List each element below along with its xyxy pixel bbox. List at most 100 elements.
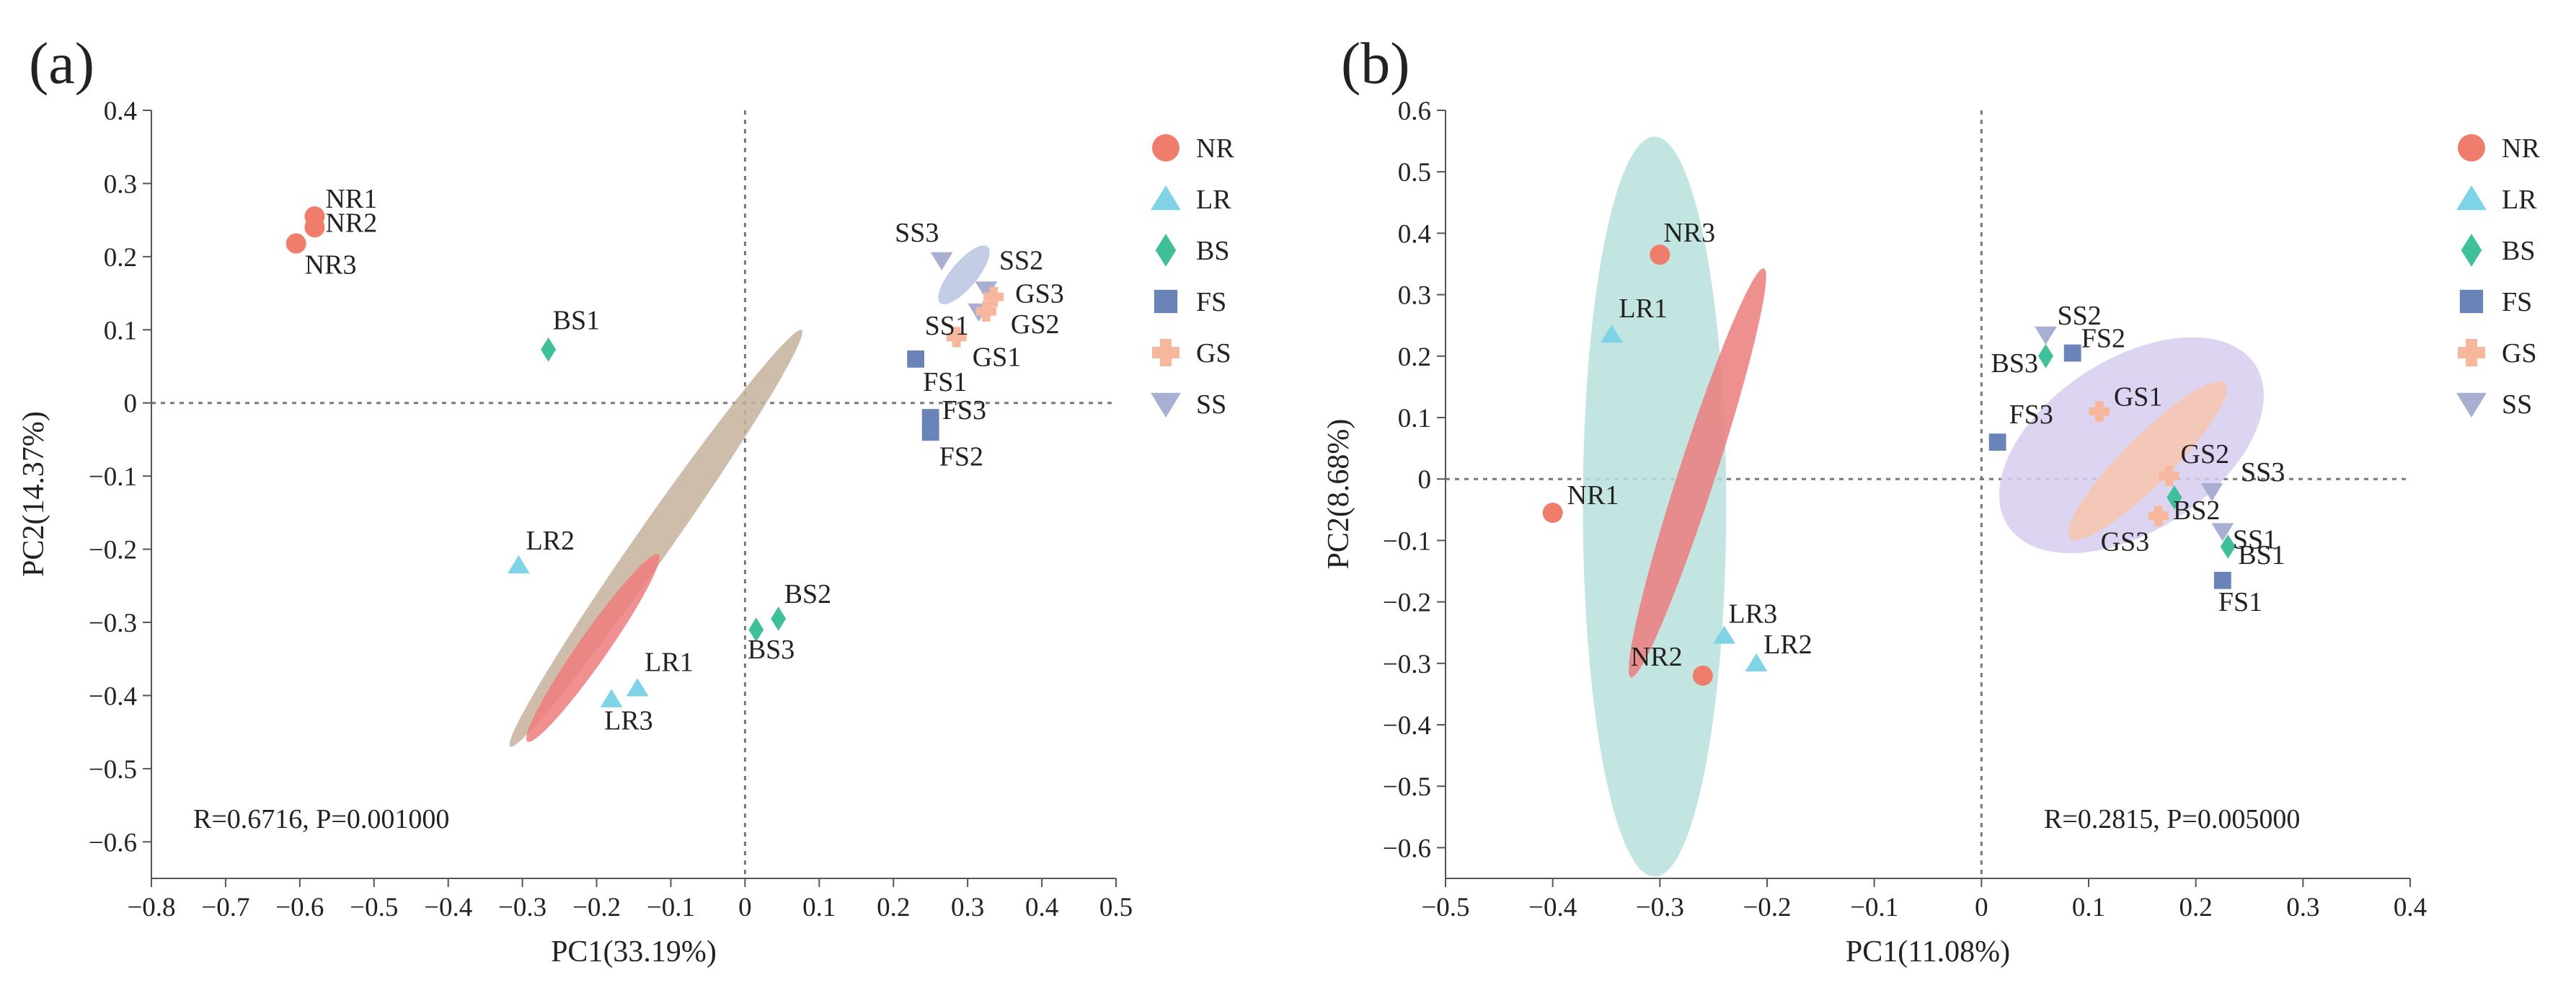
legend-label-nr: NR [2502,133,2540,164]
point-fs3 [1988,433,2006,451]
point-nr3 [286,233,306,254]
legend-label-bs: BS [1196,236,1229,266]
point-lr1 [1601,324,1623,343]
point-nr1 [1542,503,1563,524]
point-fs2 [921,423,939,441]
y-tick-label: −0.3 [89,609,137,638]
legend-marker-ss [1151,392,1181,418]
y-tick-label: 0.2 [1398,343,1431,372]
y-tick-label: −0.2 [1383,588,1431,618]
y-tick-label: 0.1 [104,316,137,345]
y-tick-label: −0.1 [89,462,137,492]
y-tick-label: 0.6 [1398,97,1431,126]
panel-a: (a) −0.8 −0.7 −0.6 −0.5 −0.4 −0.3 −0.2 −0.1 0 0.1 0… [17,30,1234,969]
legend-label-gs: GS [1196,338,1231,369]
legend-marker-gs [2458,339,2485,366]
point-label-bs2: BS2 [2173,495,2220,526]
point-label-fs1: FS1 [2218,587,2262,617]
y-axis-title: PC2(8.68%) [1322,419,1355,570]
point-gs1 [946,327,967,348]
legend-marker-nr [1152,134,1179,162]
x-tick-label: 0.1 [802,893,836,922]
y-axis-title: PC2(14.37%) [17,411,50,577]
y-tick-label: 0 [1418,465,1432,495]
x-tick-label: −0.6 [275,893,324,922]
legend-label-fs: FS [1196,287,1226,317]
y-tick-label: 0.2 [104,243,137,273]
ellipse-lr [1629,268,1766,678]
point-label-ss1: SS1 [2233,525,2277,555]
point-label-nr2: NR2 [325,208,377,238]
point-label-lr1: LR1 [645,647,694,677]
x-tick-label: −0.4 [424,893,472,922]
point-label-fs3: FS3 [942,395,986,425]
legend-marker-fs [1154,289,1178,314]
point-gs3 [983,286,1004,307]
y-tick-label: 0.4 [104,97,137,126]
point-lr3 [600,689,623,707]
x-tick-label: −0.8 [127,893,175,922]
point-fs2 [2063,344,2081,362]
point-label-gs1: GS1 [2114,382,2163,412]
point-label-fs2: FS2 [939,441,983,472]
y-tick-label: −0.5 [89,755,137,785]
x-tick-label: −0.1 [647,893,695,922]
x-tick-label: 0.5 [1099,893,1133,922]
point-label-bs2: BS2 [784,579,831,609]
point-label-lr2: LR2 [1763,630,1813,660]
point-lr2 [508,555,530,574]
y-tick-label: −0.6 [89,828,137,857]
x-tick-label: −0.2 [1743,893,1791,922]
x-tick-label: 0.3 [951,893,984,922]
point-label-fs2: FS2 [2081,324,2125,354]
legend-label-ss: SS [1196,389,1226,420]
point-label-fs1: FS1 [923,367,967,397]
point-gs2 [2159,465,2179,486]
y-tick-label: −0.3 [1383,650,1431,679]
x-tick-label: 0.3 [2286,893,2319,922]
point-label-gs2: GS2 [2181,439,2230,469]
stats-annotation: R=0.6716, P=0.001000 [193,804,449,834]
point-ss3 [2200,483,2223,502]
x-tick-label: 0 [1975,893,1988,922]
point-bs2 [771,607,787,631]
point-nr3 [1650,244,1670,265]
point-label-lr1: LR1 [1619,294,1668,324]
y-tick-label: −0.4 [1383,711,1431,741]
point-bs2 [2166,485,2182,510]
ellipse-lr [526,554,660,742]
y-tick-label: 0.1 [1398,404,1431,433]
legend-label-bs: BS [2502,236,2535,266]
point-label-nr3: NR3 [305,250,357,281]
point-label-gs3: GS3 [1015,279,1064,309]
point-nr2 [304,217,325,238]
point-label-bs3: BS3 [748,635,795,665]
point-bs1 [2220,534,2236,559]
legend-marker-lr [1151,185,1181,211]
y-tick-label: 0.3 [104,169,137,199]
legend-label-lr: LR [2502,185,2537,215]
legend-label-lr: LR [1196,185,1231,215]
legend-label-gs: GS [2502,338,2537,369]
point-label-ss2: SS2 [999,246,1043,276]
x-tick-label: 0.4 [1025,893,1058,922]
y-tick-label: −0.1 [1383,526,1431,556]
point-label-gs3: GS3 [2101,526,2150,557]
point-label-bs1: BS1 [553,306,600,336]
point-label-bs3: BS3 [1991,348,2038,379]
ellipse-nr [1583,136,1727,877]
legend-marker-fs [2459,289,2484,314]
point-label-bs1: BS1 [2238,540,2285,570]
y-tick-label: −0.4 [89,682,137,711]
point-label-gs2: GS2 [1011,309,1060,340]
y-tick-label: 0.4 [1398,219,1431,249]
point-fs1 [2213,571,2231,589]
legend-marker-nr [2458,134,2485,162]
x-tick-label: −0.7 [201,893,249,922]
point-bs3 [748,617,764,642]
panel-b: (b) −0.5 −0.4 −0.3 −0.2 −0.1 0 0.1 0.2 0.3 0.4 −0.6… [1322,30,2540,969]
legend-label-ss: SS [2502,389,2532,420]
point-label-gs1: GS1 [973,342,1022,372]
